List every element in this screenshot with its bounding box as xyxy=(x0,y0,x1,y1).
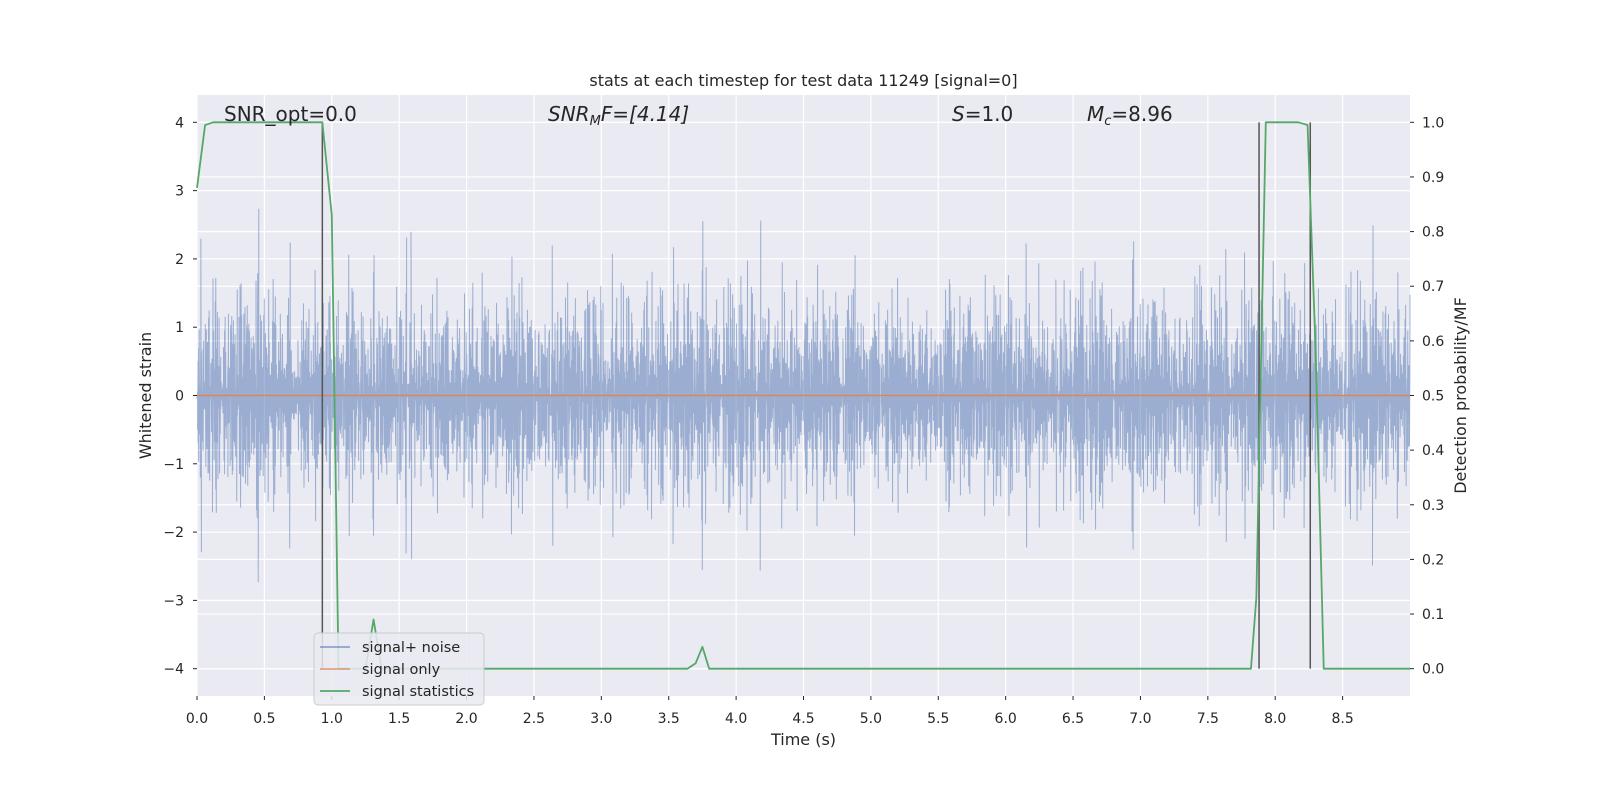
snr-mf-subscript: M xyxy=(590,114,601,129)
y-left-tick-label: 1 xyxy=(175,320,184,336)
y-left-tick-label: 4 xyxy=(175,115,184,131)
x-tick-label: 3.0 xyxy=(590,711,612,727)
snr-mf-prefix: SNR xyxy=(548,102,590,126)
legend-label-signal-only: signal only xyxy=(362,662,441,678)
x-axis-ticks: 0.0 0.5 1.0 1.5 2.0 2.5 3.0 3.5 4.0 4.5 5.0 5.5 6.0 6… xyxy=(186,696,1354,727)
y-left-tick-label: −4 xyxy=(163,662,184,678)
y-right-tick-label: 0.3 xyxy=(1422,498,1444,514)
annotation-snr-mf: SNRMF=[4.14] xyxy=(548,102,689,129)
y-left-tick-label: −3 xyxy=(163,593,184,609)
snr-mf-rest: F=[4.14] xyxy=(601,102,689,126)
x-tick-label: 2.5 xyxy=(523,711,545,727)
x-tick-label: 7.5 xyxy=(1197,711,1219,727)
x-tick-label: 0.5 xyxy=(253,711,275,727)
y-right-axis-ticks: 0.0 0.1 0.2 0.3 0.4 0.5 0.6 0.7 0.8 0.9 1.0 xyxy=(1410,115,1444,678)
x-tick-label: 0.0 xyxy=(186,711,208,727)
signal-statistics-series xyxy=(196,121,1410,670)
y-right-tick-label: 0.8 xyxy=(1422,225,1444,241)
mc-value: =8.96 xyxy=(1111,102,1172,126)
y-right-tick-label: 1.0 xyxy=(1422,115,1444,131)
s-letter: S xyxy=(952,102,965,126)
y-right-tick-label: 0.5 xyxy=(1422,389,1444,405)
signal-statistics-line xyxy=(196,121,1410,670)
y-right-tick-label: 0.6 xyxy=(1422,334,1444,350)
y-right-tick-label: 0.9 xyxy=(1422,170,1444,186)
x-tick-label: 5.5 xyxy=(927,711,949,727)
y-left-axis-label: Whitened strain xyxy=(136,332,155,459)
y-right-axis-label: Detection probability/MF xyxy=(1451,297,1470,494)
y-left-tick-label: 0 xyxy=(175,389,184,405)
s-value: =1.0 xyxy=(965,102,1014,126)
y-right-tick-label: 0.4 xyxy=(1422,443,1444,459)
x-tick-label: 7.0 xyxy=(1129,711,1151,727)
mc-subscript: c xyxy=(1104,114,1111,129)
y-left-tick-label: 3 xyxy=(175,184,184,200)
x-tick-label: 6.0 xyxy=(995,711,1017,727)
legend-box xyxy=(313,632,485,706)
y-left-tick-label: 2 xyxy=(175,252,184,268)
x-tick-label: 8.5 xyxy=(1331,711,1353,727)
annotation-s: S=1.0 xyxy=(952,102,1013,126)
x-axis-label: Time (s) xyxy=(770,730,836,749)
x-tick-label: 8.0 xyxy=(1264,711,1286,727)
x-tick-label: 1.5 xyxy=(388,711,410,727)
x-tick-label: 4.5 xyxy=(792,711,814,727)
x-tick-label: 4.0 xyxy=(725,711,747,727)
y-left-axis-ticks: −4 −3 −2 −1 0 1 2 3 4 xyxy=(163,115,197,678)
x-tick-label: 6.5 xyxy=(1062,711,1084,727)
y-right-tick-label: 0.7 xyxy=(1422,279,1444,295)
annotation-mc: Mc=8.96 xyxy=(1087,102,1173,129)
x-tick-label: 5.0 xyxy=(860,711,882,727)
y-left-tick-label: −1 xyxy=(163,457,184,473)
legend: signal+ noise signal only signal statist… xyxy=(313,632,485,706)
y-left-tick-label: −2 xyxy=(163,525,184,541)
annotation-snr-opt: SNR_opt=0.0 xyxy=(224,102,357,126)
x-tick-label: 3.5 xyxy=(658,711,680,727)
legend-label-signal-statistics: signal statistics xyxy=(362,684,474,700)
legend-label-signal-noise: signal+ noise xyxy=(362,640,460,656)
x-tick-label: 2.0 xyxy=(455,711,477,727)
chart-title: stats at each timestep for test data 112… xyxy=(589,71,1017,90)
x-tick-label: 1.0 xyxy=(321,711,343,727)
y-right-tick-label: 0.2 xyxy=(1422,552,1444,568)
mc-letter: M xyxy=(1087,102,1104,126)
y-right-tick-label: 0.1 xyxy=(1422,607,1444,623)
y-right-tick-label: 0.0 xyxy=(1422,662,1444,678)
